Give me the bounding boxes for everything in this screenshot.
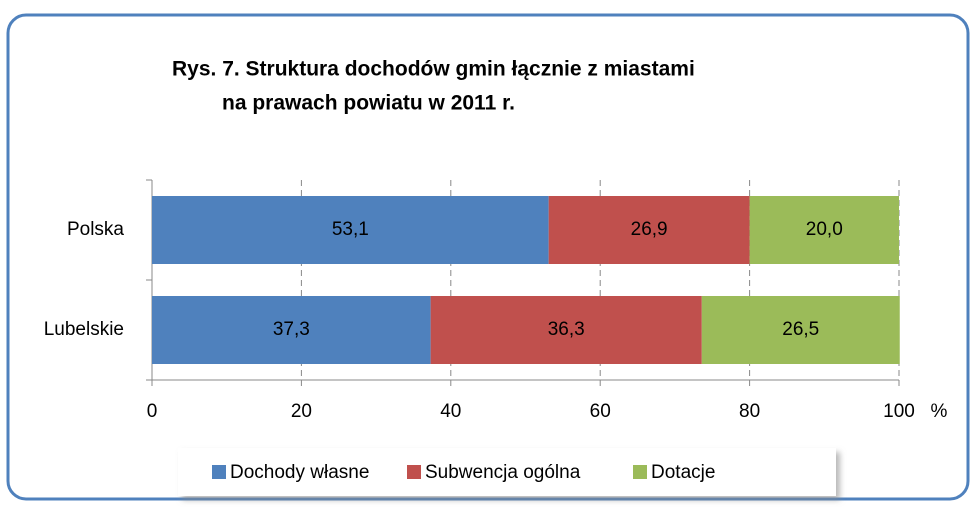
x-tick-label: 100 [883, 401, 915, 422]
data-label: 20,0 [806, 219, 843, 240]
data-label: 26,5 [782, 319, 819, 340]
x-tick-label: 40 [440, 401, 461, 422]
x-tick-label: 0 [147, 401, 158, 422]
legend-label: Subwencja ogólna [425, 462, 581, 483]
chart-title: Rys. 7. Struktura dochodów gmin łącznie … [172, 58, 695, 81]
bar-segment [749, 196, 899, 264]
bar-segment [152, 296, 431, 364]
data-label: 53,1 [332, 219, 369, 240]
data-label: 36,3 [548, 319, 585, 340]
y-tick-label: Lubelskie [44, 319, 124, 340]
bar-segment [152, 196, 549, 264]
legend-label: Dochody własne [230, 462, 369, 483]
x-axis-label: % [931, 401, 948, 422]
bar-segment [548, 196, 750, 264]
legend-swatch [212, 465, 226, 479]
data-label: 26,9 [631, 219, 668, 240]
x-tick-label: 80 [739, 401, 760, 422]
data-label: 37,3 [273, 319, 310, 340]
bar-segment [430, 296, 702, 364]
legend-label: Dotacje [651, 462, 715, 483]
chart-title: na prawach powiatu w 2011 r. [222, 92, 515, 115]
y-tick-label: Polska [67, 219, 124, 240]
legend-swatch [633, 465, 647, 479]
legend-swatch [407, 465, 421, 479]
bar-segment [701, 296, 900, 364]
x-tick-label: 60 [590, 401, 611, 422]
legend-box [178, 448, 836, 496]
x-tick-label: 20 [291, 401, 312, 422]
